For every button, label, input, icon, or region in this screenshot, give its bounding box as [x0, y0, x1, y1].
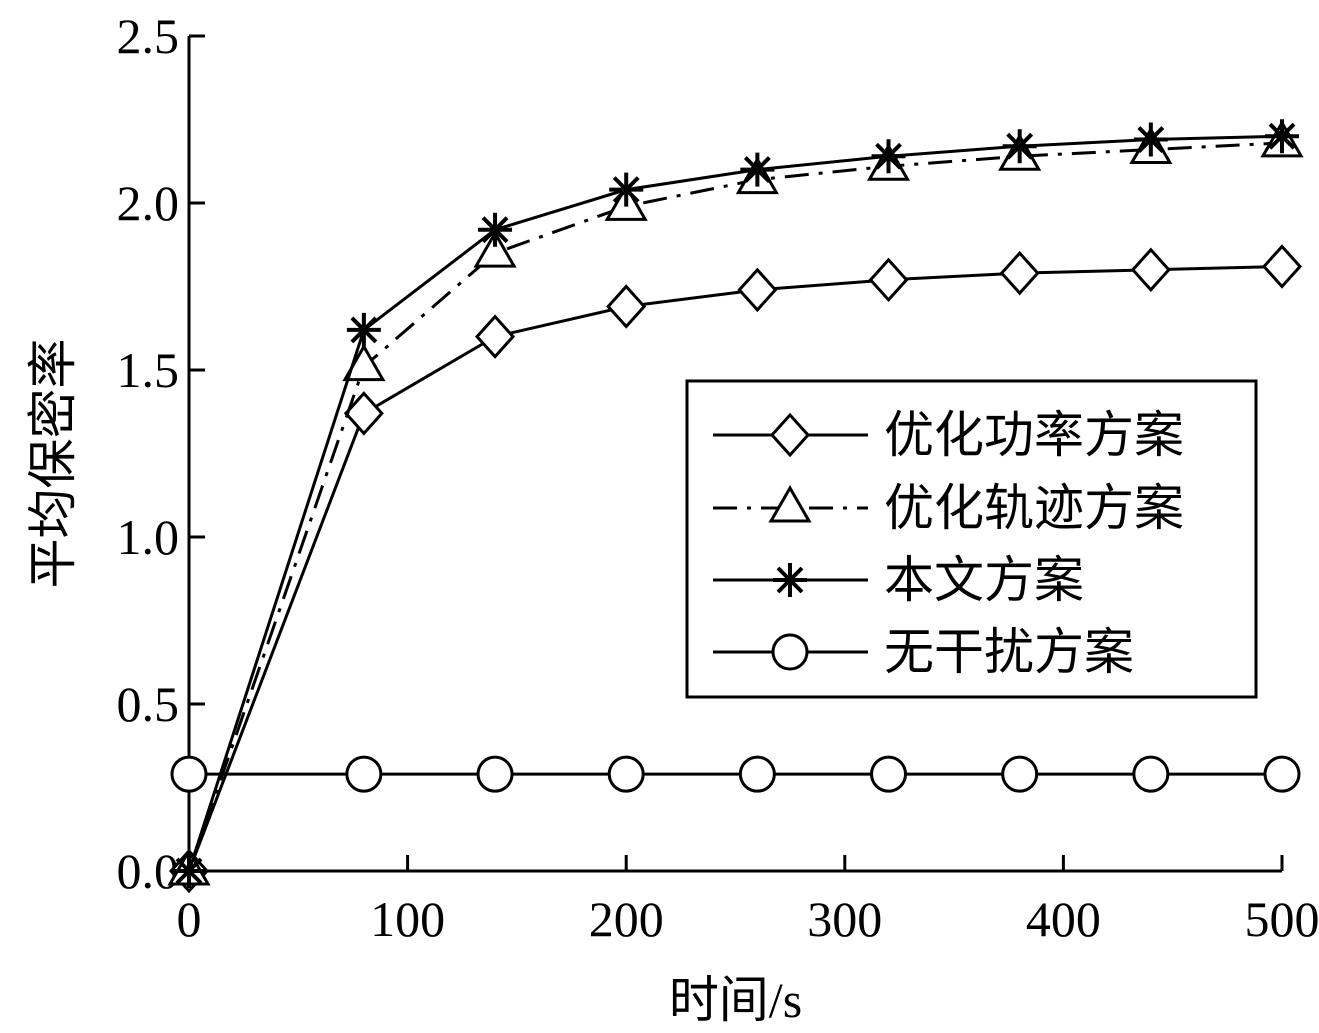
legend-label: 优化轨迹方案: [884, 480, 1184, 536]
data-point: [1261, 244, 1303, 289]
series-group: [167, 119, 1304, 894]
series-circle: [170, 755, 1301, 793]
x-tick-label: 400: [1026, 891, 1101, 947]
data-point: [478, 212, 513, 247]
x-tick-label: 100: [370, 891, 445, 947]
data-point: [740, 152, 775, 187]
y-tick-label: 2.5: [117, 8, 180, 64]
legend-marker: [768, 484, 812, 523]
data-point: [609, 172, 644, 207]
legend-label: 本文方案: [884, 552, 1084, 608]
data-point: [473, 230, 517, 268]
series-diamond: [168, 244, 1303, 894]
axes: 0.0 0.5 1.0 1.5 2.0 2.5 0 100 200 300 400 500: [117, 8, 1319, 947]
legend-label: 优化功率方案: [884, 407, 1184, 463]
data-point: [870, 755, 908, 793]
y-tick-label: 2.0: [117, 175, 180, 231]
data-point: [737, 267, 778, 313]
data-point: [1001, 755, 1039, 793]
data-point: [868, 257, 909, 303]
y-tick-label: 1.5: [117, 342, 180, 398]
y-tick-label: 0.5: [117, 676, 180, 732]
data-point: [1263, 755, 1301, 793]
data-point: [1133, 122, 1168, 157]
data-point: [476, 755, 514, 793]
data-point: [346, 312, 381, 347]
data-point: [1265, 119, 1299, 154]
data-point: [1002, 129, 1037, 164]
x-tick-label: 500: [1245, 891, 1319, 947]
y-tick-label: 1.0: [117, 509, 180, 565]
legend-marker: [771, 633, 809, 671]
x-tick-label: 0: [177, 891, 202, 947]
series-asterisk: [172, 119, 1299, 888]
data-point: [172, 854, 206, 888]
y-axis-label: 平均保密率: [25, 339, 81, 589]
x-tick-label: 200: [589, 891, 664, 947]
x-axis-label: 时间/s: [669, 972, 802, 1028]
data-point: [1132, 755, 1170, 793]
data-point: [738, 755, 776, 793]
data-point: [475, 314, 516, 359]
data-point: [999, 250, 1040, 296]
x-tick-label: 300: [807, 891, 882, 947]
legend-marker: [769, 412, 811, 458]
y-tick-label: 0.0: [117, 843, 180, 899]
data-point: [607, 755, 645, 793]
data-point: [170, 755, 208, 793]
data-point: [343, 391, 384, 436]
data-point: [345, 755, 383, 793]
data-point: [1130, 247, 1171, 293]
data-point: [606, 284, 647, 329]
legend-marker: [773, 563, 807, 597]
data-point: [871, 139, 906, 174]
legend-label: 无干扰方案: [884, 624, 1134, 680]
